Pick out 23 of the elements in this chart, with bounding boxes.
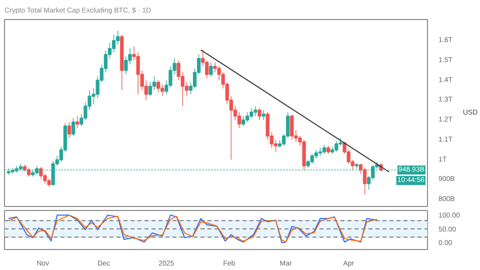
candlestick xyxy=(258,108,262,121)
candlestick xyxy=(160,84,164,97)
candlestick xyxy=(136,52,140,95)
candlestick xyxy=(250,108,254,119)
candlestick xyxy=(254,106,258,117)
candlestick xyxy=(302,139,306,170)
candlestick xyxy=(246,112,250,123)
candlestick xyxy=(362,167,367,196)
candlestick xyxy=(76,116,80,129)
candlestick xyxy=(156,80,160,93)
candlestick xyxy=(112,34,116,53)
candlestick xyxy=(72,118,76,136)
candlestick xyxy=(67,122,72,138)
candlestick xyxy=(334,140,338,152)
candlestick xyxy=(290,114,294,140)
candlestick xyxy=(262,110,266,121)
candlestick xyxy=(237,112,242,129)
candlestick xyxy=(274,139,278,152)
candlestick xyxy=(310,153,314,164)
candlestick xyxy=(148,82,152,97)
candlestick xyxy=(209,62,213,77)
candlestick xyxy=(242,116,246,127)
candlestick xyxy=(152,76,156,91)
